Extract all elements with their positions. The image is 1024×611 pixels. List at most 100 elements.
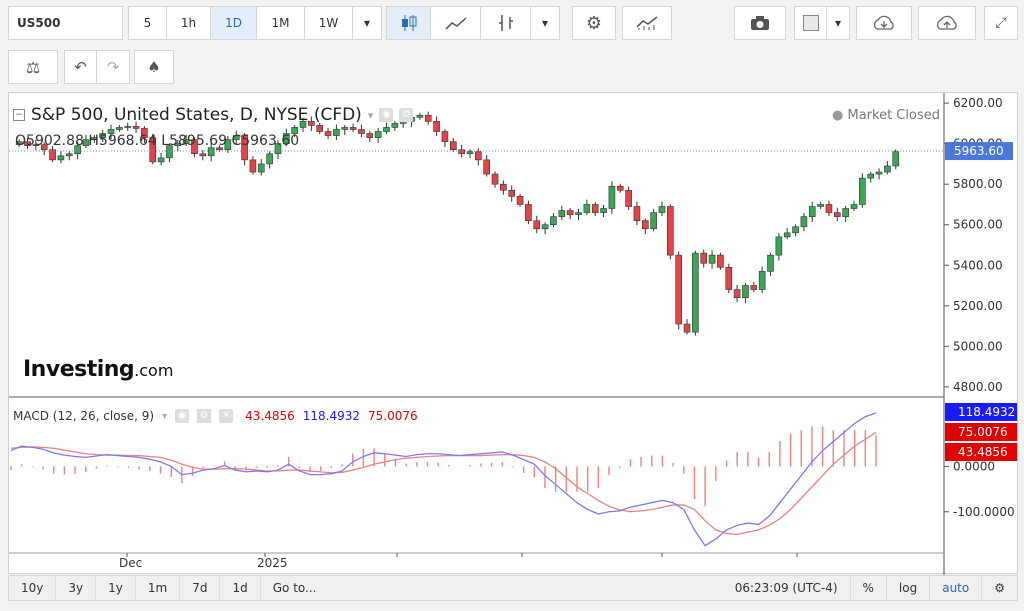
candle-body [717, 254, 724, 268]
chart-canvas[interactable]: 6200.006000.005800.005600.005400.005200.… [9, 93, 1019, 575]
cloud-save-button[interactable] [918, 6, 976, 40]
candle-body [299, 121, 307, 128]
candle-body [600, 208, 607, 213]
candle-body [683, 323, 691, 333]
candle-body [892, 151, 900, 167]
symbol-search-input[interactable]: US500 [8, 6, 123, 40]
candles-chart-button[interactable] [387, 7, 431, 39]
chart-legend: − S&P 500, United States, D, NYSE (CFD) … [13, 105, 414, 125]
chart-area[interactable]: 6200.006000.005800.005600.005400.005200.… [8, 92, 1019, 575]
gear-icon: ⚙ [585, 12, 603, 34]
candle-body [825, 204, 833, 213]
logo-suffix-text: .com [134, 361, 174, 380]
macd-line [10, 412, 877, 547]
template-dropdown-button[interactable]: ▾ [827, 7, 849, 39]
interval-5-button[interactable]: 5 [129, 7, 167, 39]
candle-body [884, 165, 891, 173]
candle-body [742, 285, 749, 298]
symbol-label: US500 [17, 16, 61, 30]
candle-body [633, 206, 641, 221]
cloud-load-button[interactable] [856, 6, 912, 40]
redo-button[interactable]: ↷ [97, 51, 129, 83]
add-alert-button[interactable]: ♠ [134, 50, 174, 84]
chevron-down-icon[interactable]: ▾ [367, 108, 374, 122]
template-button[interactable] [795, 7, 827, 39]
chart-settings-button[interactable]: ⚙ [982, 576, 1017, 600]
range-1y-button[interactable]: 1y [96, 576, 136, 600]
interval-group: 5 1h 1D 1M 1W ▾ [128, 6, 382, 40]
bars-chart-button[interactable] [481, 7, 531, 39]
undo-icon: ↶ [74, 58, 87, 76]
range-10y-button[interactable]: 10y [9, 576, 57, 600]
macd-tick-label: 0.0000 [953, 459, 995, 473]
cloud-upload-icon [936, 15, 957, 30]
candle-body [99, 133, 106, 138]
area-chart-button[interactable] [431, 7, 481, 39]
eye-icon[interactable]: ◉ [175, 409, 190, 423]
auto-scale-button[interactable]: auto [930, 576, 983, 600]
market-status: ● Market Closed [832, 108, 940, 123]
macd-value-badge [945, 423, 1017, 441]
time-axis-label: 2025 [257, 556, 288, 570]
macd-histogram-value: 43.4856 [245, 409, 295, 423]
compare-button[interactable]: ⚖ [8, 50, 58, 84]
eye-icon[interactable]: ◉ [379, 108, 394, 122]
screenshot-button[interactable] [734, 6, 786, 40]
candle-body [124, 126, 132, 128]
candle-body [541, 224, 549, 230]
candle-body [374, 131, 382, 138]
candle-body [842, 208, 849, 217]
candle-body [808, 206, 816, 217]
candle-body [591, 204, 599, 213]
macd-value-badge [945, 443, 1017, 461]
candle-body [583, 204, 591, 213]
interval-1h-button[interactable]: 1h [167, 7, 211, 39]
candle-body [333, 129, 340, 136]
interval-1d-button[interactable]: 1D [211, 7, 257, 39]
undo-button[interactable]: ↶ [65, 51, 97, 83]
chart-type-dropdown-button[interactable]: ▾ [531, 7, 559, 39]
candle-body [800, 216, 808, 228]
price-tick-label: 4800.00 [953, 380, 1003, 394]
low-value: 5895.69 [169, 133, 227, 149]
candle-body [875, 171, 883, 175]
chart-type-group: ▾ [386, 6, 560, 40]
candle-body [316, 125, 324, 132]
goto-button[interactable]: Go to... [272, 581, 317, 595]
candle-body [641, 220, 649, 230]
candle-body [483, 159, 490, 175]
high-label: H [88, 133, 99, 149]
fullscreen-button[interactable]: ⤢ [984, 6, 1018, 40]
indicators-button[interactable] [622, 6, 672, 40]
candle-body [475, 151, 482, 161]
collapse-legend-icon[interactable]: − [13, 109, 25, 121]
candle-body [416, 114, 424, 118]
interval-1m-button[interactable]: 1M [257, 7, 305, 39]
price-tick-label: 5600.00 [953, 218, 1003, 232]
range-7d-button[interactable]: 7d [180, 576, 221, 600]
candle-body [733, 289, 741, 298]
candle-body [149, 137, 157, 163]
candle-body [792, 226, 799, 234]
candle-body [675, 254, 682, 325]
ohlc-readout: O5902.88 H5968.64 L5895.69 C5963.60 [15, 133, 299, 149]
log-scale-button[interactable]: log [887, 576, 931, 600]
range-3y-button[interactable]: 3y [56, 576, 97, 600]
macd-label: MACD (12, 26, close, 9) [13, 409, 155, 423]
macd-value-badge [945, 403, 1017, 421]
price-tick-label: 5800.00 [953, 177, 1003, 191]
candle-body [191, 139, 198, 155]
range-1d-button[interactable]: 1d [220, 576, 261, 600]
interval-dropdown-button[interactable]: ▾ [353, 7, 381, 39]
percent-scale-button[interactable]: % [851, 576, 887, 600]
interval-1w-button[interactable]: 1W [305, 7, 353, 39]
square-icon [802, 15, 819, 31]
gear-icon[interactable]: ⚙ [197, 409, 212, 423]
gear-icon[interactable]: ⚙ [399, 108, 414, 122]
settings-button[interactable]: ⚙ [572, 6, 616, 40]
range-1m-button[interactable]: 1m [136, 576, 181, 600]
low-label: L [161, 133, 170, 149]
candle-body [341, 127, 349, 130]
chevron-down-icon[interactable]: ▾ [162, 410, 168, 422]
close-icon[interactable]: ✕ [219, 409, 234, 423]
